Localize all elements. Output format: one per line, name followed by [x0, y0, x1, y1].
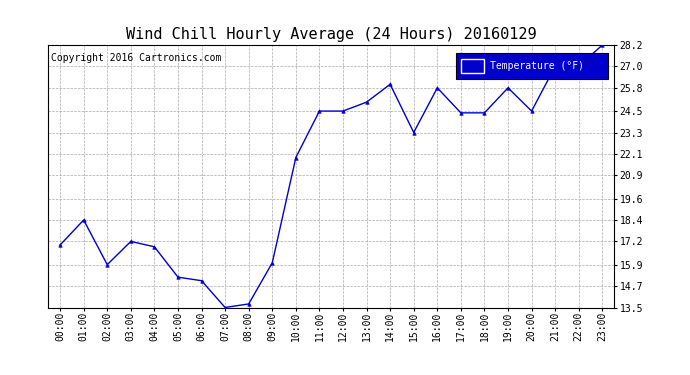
- Title: Wind Chill Hourly Average (24 Hours) 20160129: Wind Chill Hourly Average (24 Hours) 201…: [126, 27, 537, 42]
- FancyBboxPatch shape: [462, 60, 484, 73]
- Text: Temperature (°F): Temperature (°F): [490, 61, 584, 71]
- FancyBboxPatch shape: [455, 53, 609, 79]
- Text: Copyright 2016 Cartronics.com: Copyright 2016 Cartronics.com: [51, 53, 221, 63]
